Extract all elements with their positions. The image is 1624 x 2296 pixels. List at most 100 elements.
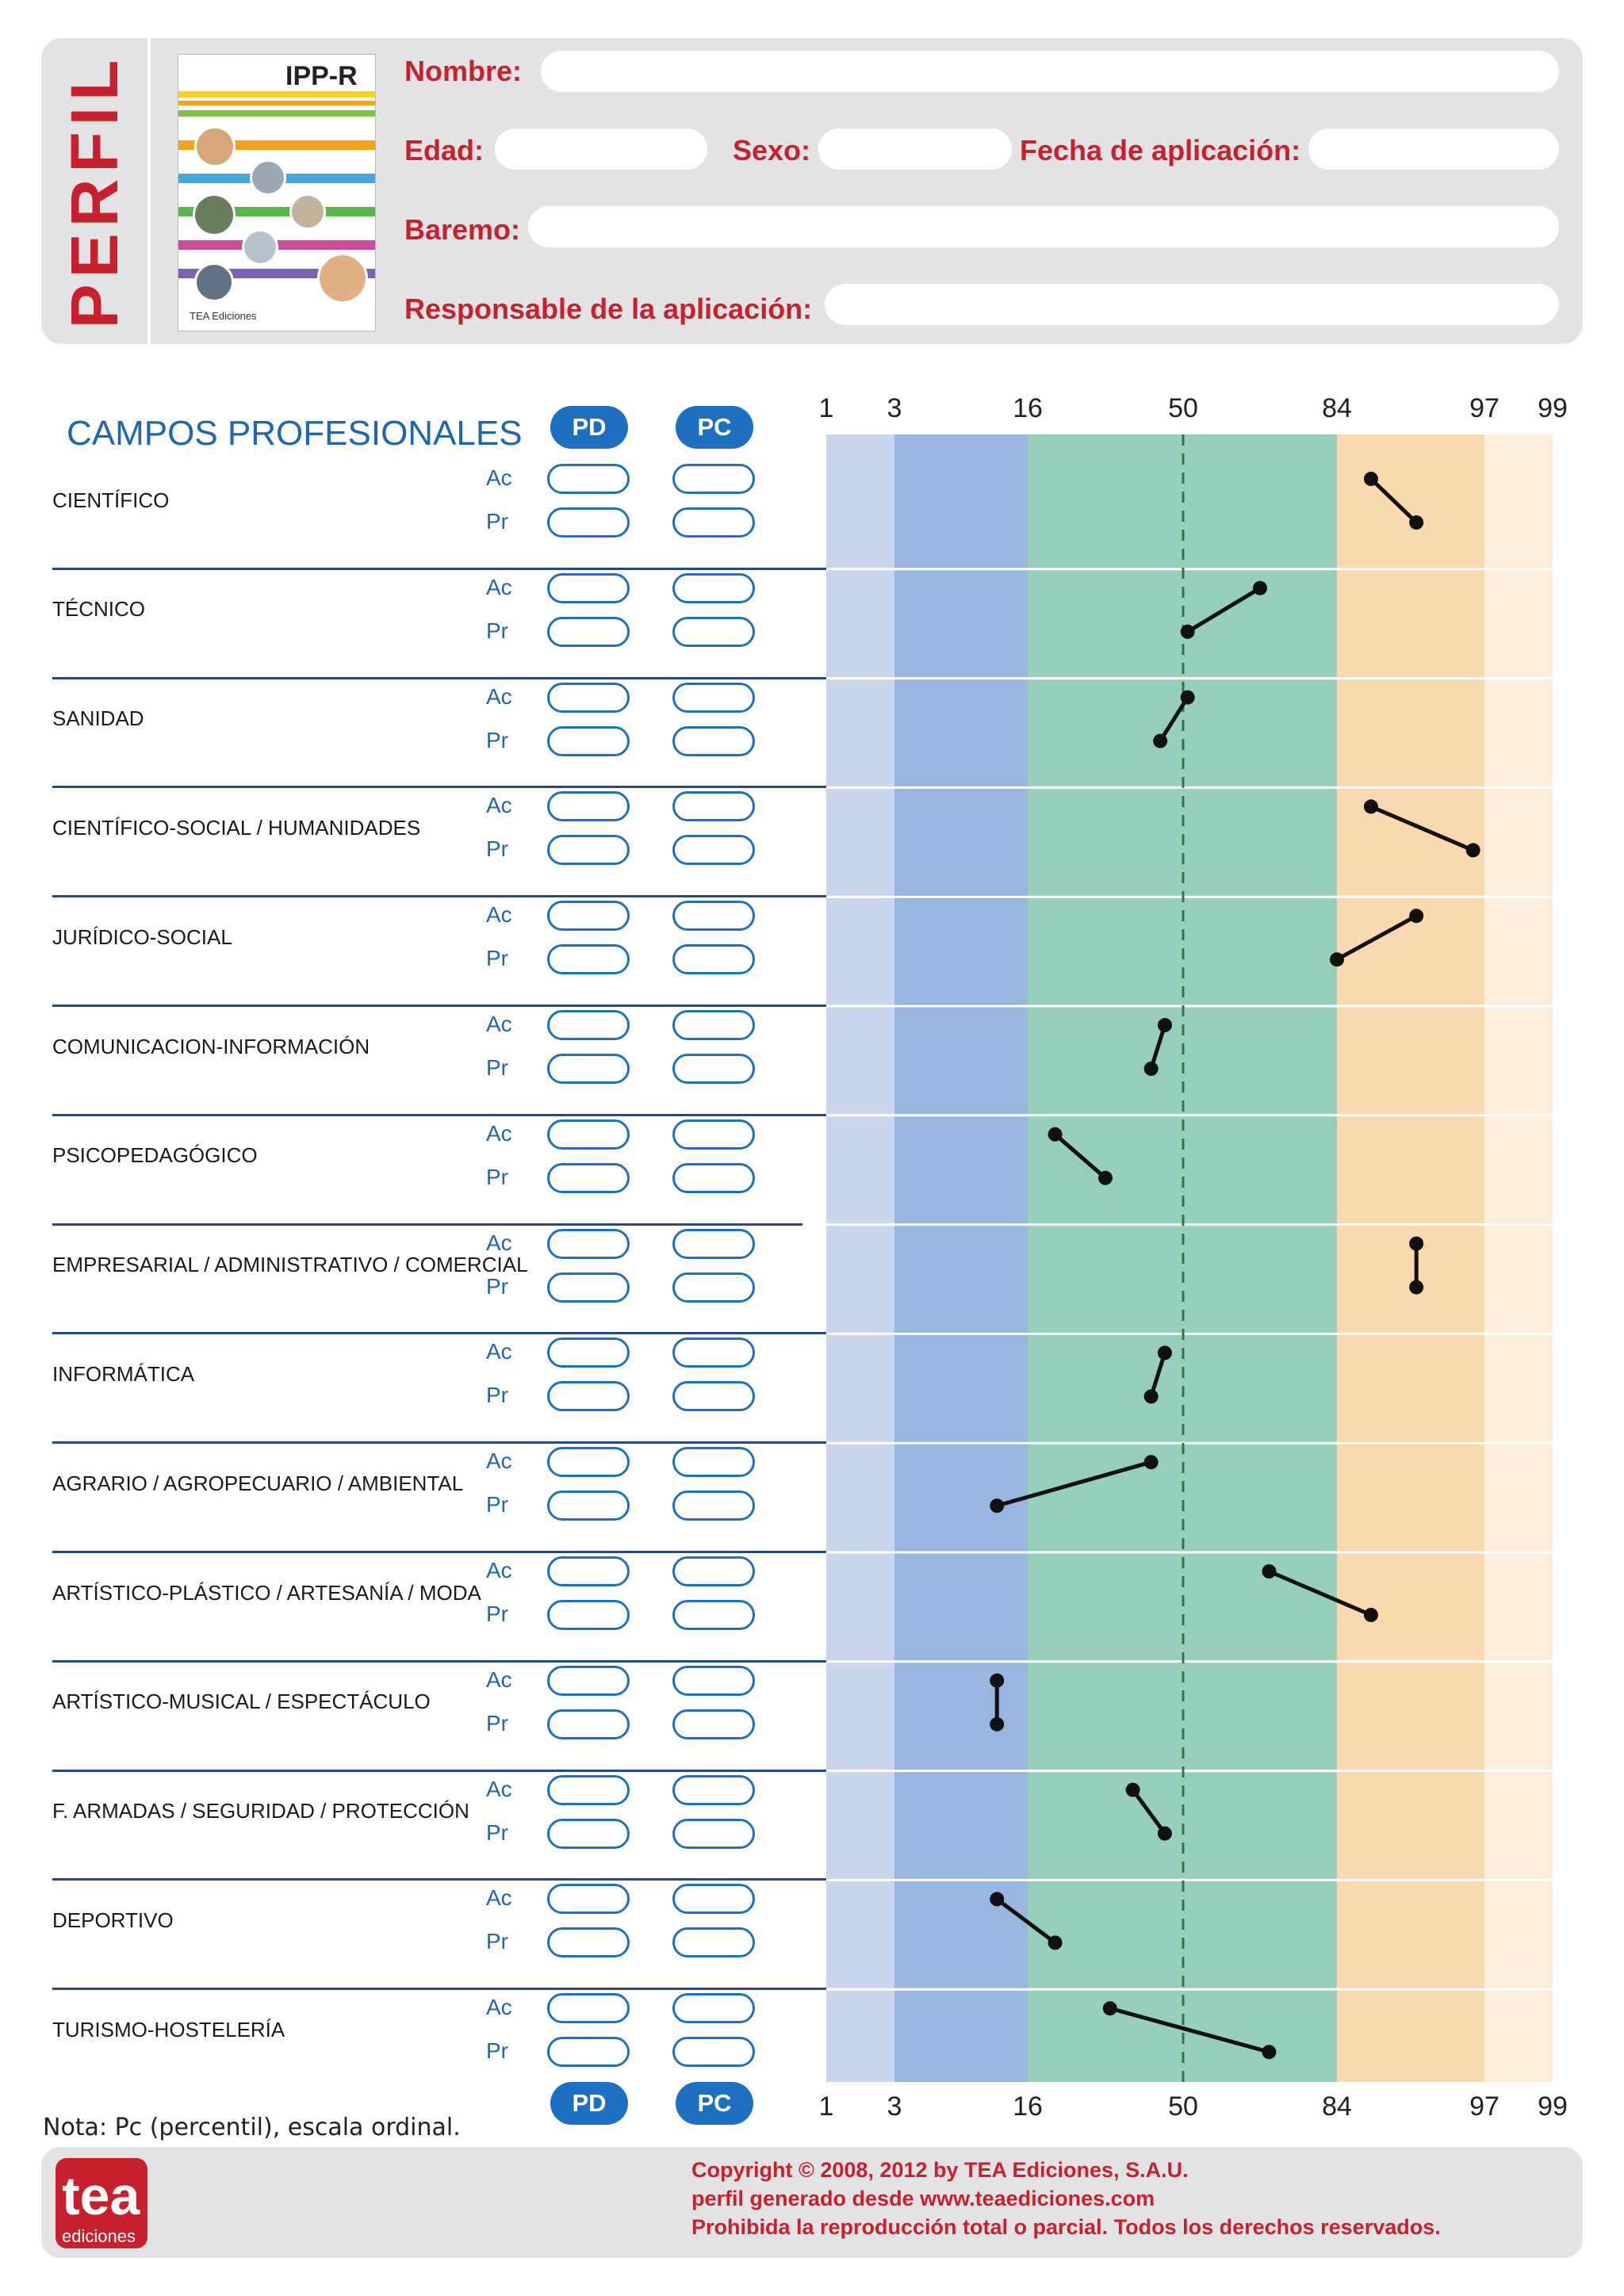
pc-pr-input[interactable] [672,2037,755,2068]
field-label: CIENTÍFICO-SOCIAL / HUMANIDADES [52,815,421,840]
pc-pr-input[interactable] [672,1709,755,1739]
pd-ac-input[interactable] [547,901,630,932]
pc-pr-input[interactable] [672,1927,755,1958]
pc-ac-input[interactable] [672,1337,755,1368]
tea-logo-text: tea [62,2166,140,2226]
ac-point [1157,1345,1172,1360]
pc-pr-input[interactable] [672,616,755,647]
pd-ac-input[interactable] [547,1337,630,1368]
profile-segment [1149,1024,1167,1070]
pc-ac-input[interactable] [672,1884,755,1915]
pc-ac-input[interactable] [672,1119,755,1150]
pd-ac-input[interactable] [547,464,630,494]
nombre-field[interactable] [541,51,1559,92]
ac-point [1048,1127,1063,1142]
pr-point [1180,624,1195,639]
pr-label: Pr [486,946,508,971]
pc-pr-input[interactable] [672,1818,755,1849]
pd-ac-input[interactable] [547,1010,630,1040]
fecha-field[interactable] [1308,128,1559,170]
pc-ac-input[interactable] [672,791,755,822]
pd-ac-input[interactable] [547,1665,630,1696]
ac-point [1409,1236,1424,1251]
pc-ac-input[interactable] [672,1556,755,1586]
ac-label: Ac [486,793,512,818]
ac-label: Ac [486,1776,512,1801]
pd-pr-input[interactable] [547,1272,630,1303]
pd-ac-input[interactable] [547,1556,630,1586]
top-tick-label: 1 [819,393,834,423]
cover-publisher: TEA Ediciones [190,310,257,322]
pd-ac-input[interactable] [547,1119,630,1150]
pc-ac-input[interactable] [672,1774,755,1805]
bottom-tick-label: 50 [1168,2091,1198,2122]
pr-point [990,1498,1005,1513]
pr-label: Pr [486,727,508,752]
footer-panel [41,2147,1583,2258]
pc-pr-input[interactable] [672,1054,755,1084]
pc-pr-input[interactable] [672,1272,755,1303]
pd-ac-input[interactable] [547,1774,630,1805]
pc-ac-input[interactable] [672,572,755,603]
pd-pr-input[interactable] [547,725,630,756]
pd-pr-input[interactable] [547,835,630,866]
ac-label: Ac [486,1885,512,1911]
pc-ac-input[interactable] [672,464,755,494]
pd-ac-input[interactable] [547,1993,630,2024]
pd-pr-input[interactable] [547,1381,630,1412]
pc-pill-top: PC [676,406,753,449]
pc-pr-input[interactable] [672,1162,755,1193]
row-separator [52,1878,826,1881]
pc-pr-input[interactable] [672,1381,755,1412]
profile-segment [1109,2006,1270,2054]
pd-pr-input[interactable] [547,2037,630,2068]
pc-pr-input[interactable] [672,507,755,538]
pc-pr-input[interactable] [672,835,755,866]
pc-ac-input[interactable] [672,1010,755,1040]
edad-field[interactable] [495,128,707,170]
generated-line: perfil generado desde www.teaediciones.c… [691,2187,1155,2210]
pr-label: Pr [486,2038,508,2064]
pd-pr-input[interactable] [547,944,630,975]
pd-pill-top: PD [550,406,628,449]
pd-ac-input[interactable] [547,682,630,713]
pr-label: Pr [486,1164,508,1189]
pc-pr-input[interactable] [672,1490,755,1521]
pr-point [1330,952,1344,967]
pd-ac-input[interactable] [547,1447,630,1478]
pd-pr-input[interactable] [547,616,630,647]
pd-ac-input[interactable] [547,791,630,822]
row-separator [52,1659,826,1663]
top-tick-label: 3 [887,393,902,423]
pd-pr-input[interactable] [547,1162,630,1193]
pd-pr-input[interactable] [547,1818,630,1849]
pd-pr-input[interactable] [547,1709,630,1739]
pc-ac-input[interactable] [672,682,755,713]
field-label: F. ARMADAS / SEGURIDAD / PROTECCIÓN [52,1799,469,1823]
pd-ac-input[interactable] [547,572,630,603]
pc-pr-input[interactable] [672,1600,755,1630]
pc-ac-input[interactable] [672,1228,755,1259]
row-separator [52,1441,826,1445]
pc-pr-input[interactable] [672,725,755,756]
pd-pr-input[interactable] [547,507,630,538]
pc-ac-input[interactable] [672,901,755,932]
tea-logo: tea ediciones [56,2158,147,2248]
pc-ac-input[interactable] [672,1447,755,1478]
rights-line: Prohibida la reproducción total o parcia… [691,2215,1441,2239]
field-label: TÉCNICO [52,597,145,622]
pd-pr-input[interactable] [547,1600,630,1630]
pd-pr-input[interactable] [547,1927,630,1958]
pc-ac-input[interactable] [672,1665,755,1696]
pd-pr-input[interactable] [547,1490,630,1521]
pc-pr-input[interactable] [672,944,755,975]
sexo-field[interactable] [818,128,1012,170]
responsable-field[interactable] [825,284,1559,325]
profile-segment [1149,1352,1167,1398]
band-84-97 [1337,434,1484,2082]
pd-ac-input[interactable] [547,1884,630,1915]
baremo-field[interactable] [528,206,1559,247]
pc-ac-input[interactable] [672,1993,755,2024]
pd-ac-input[interactable] [547,1228,630,1259]
pd-pr-input[interactable] [547,1054,630,1084]
